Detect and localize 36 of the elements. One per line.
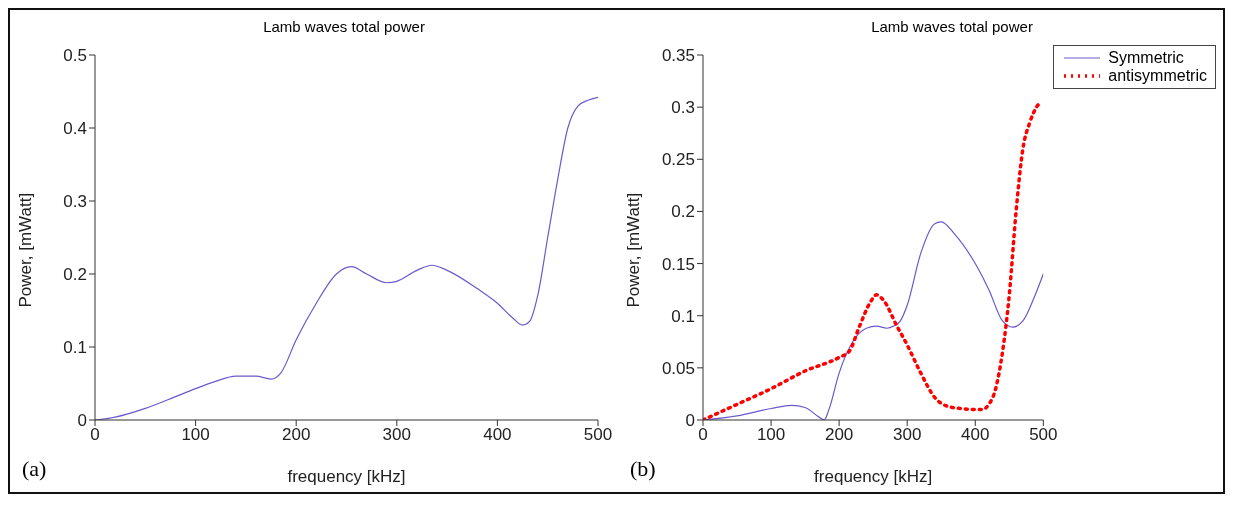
y-tick-label: 0.15 [661,254,695,274]
y-tick-label: 0.25 [661,150,695,170]
y-tick-label: 0.2 [63,265,87,285]
x-tick-label: 100 [181,425,210,445]
x-tick-label: 0 [698,425,708,445]
y-tick-label: 0.2 [671,202,695,222]
text: (b) [630,456,656,482]
y-axis-title: Power, [mWatt] [624,192,644,308]
y-tick-label: 0.3 [63,192,87,212]
text: (a) [22,456,47,482]
x-tick-label: 500 [1029,425,1058,445]
y-tick-label: 0.3 [671,98,695,118]
x-tick-label: 400 [961,425,990,445]
x-tick-label: 0 [90,425,100,445]
x-tick-label: 500 [583,425,613,445]
x-tick-label: 300 [893,425,922,445]
chart-title: Lamb waves total power [870,18,1034,35]
y-axis-title: Power, [mWatt] [16,192,36,308]
y-tick-label: 0 [77,411,87,431]
x-tick-label: 100 [756,425,786,445]
x-tick-label: 300 [382,425,411,445]
y-tick-label: 0.5 [63,46,87,66]
y-tick-label: 0.1 [671,306,695,326]
x-tick-label: 200 [824,425,854,445]
y-tick-label: 0.05 [661,358,695,378]
x-tick-label: 400 [483,425,512,445]
x-axis-title: frequency [kHz] [814,467,933,486]
y-tick-label: 0.4 [63,119,87,139]
legend-label: Symmetric [1108,49,1184,67]
x-tick-label: 200 [282,425,311,445]
x-axis-title: frequency [kHz] [287,467,406,486]
y-tick-label: 0 [685,411,695,431]
legend-label: antisymmetric [1108,67,1207,85]
y-tick-label: 0.35 [661,46,695,66]
chart-title: Lamb waves total power [262,18,426,35]
y-tick-label: 0.1 [63,338,87,358]
